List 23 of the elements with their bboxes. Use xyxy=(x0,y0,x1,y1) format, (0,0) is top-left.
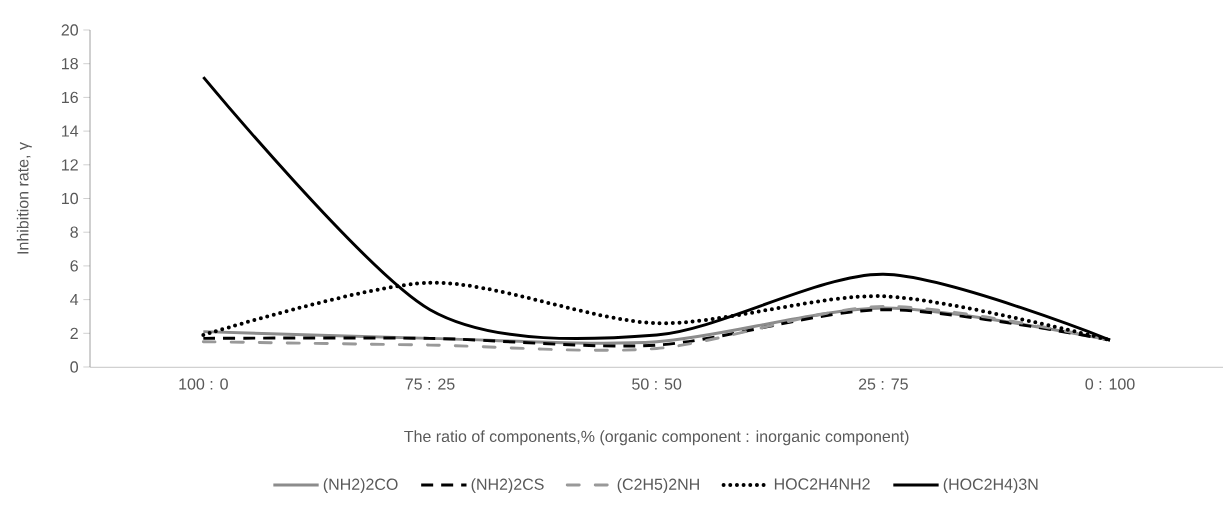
y-tick-label: 18 xyxy=(62,58,78,70)
y-axis-title: Inhibition rate, γ xyxy=(16,142,32,254)
y-tick-label: 10 xyxy=(62,192,79,205)
y-tick-label: 4 xyxy=(70,294,79,306)
x-axis-title: The ratio of components,% (organic component : inorganic component) xyxy=(404,430,909,446)
legend-label: (NH2)2CS xyxy=(471,478,544,494)
y-tick-label: 16 xyxy=(62,91,78,104)
y-tick-label: 6 xyxy=(70,260,78,272)
y-tick-label: 20 xyxy=(61,24,79,36)
y-tick-label: 8 xyxy=(70,226,78,238)
legend-label: (C2H5)2NH xyxy=(617,478,699,494)
y-tick-label: 14 xyxy=(62,125,79,137)
x-tick-label: 100 : 0 xyxy=(179,378,228,390)
legend-label: (NH2)2CO xyxy=(323,478,398,494)
x-tick-label: 75 : 25 xyxy=(405,378,455,390)
x-tick-label: 0 : 100 xyxy=(1085,378,1135,390)
y-tick-label: 2 xyxy=(70,327,78,339)
y-tick-label: 12 xyxy=(62,159,78,171)
x-tick-label: 50 : 50 xyxy=(632,378,682,390)
legend-label: (HOC2H4)3N xyxy=(943,478,1038,494)
x-tick-label: 25 : 75 xyxy=(858,378,908,390)
y-tick-label: 0 xyxy=(70,361,79,373)
legend-label: HOC2H4NH2 xyxy=(774,478,870,490)
